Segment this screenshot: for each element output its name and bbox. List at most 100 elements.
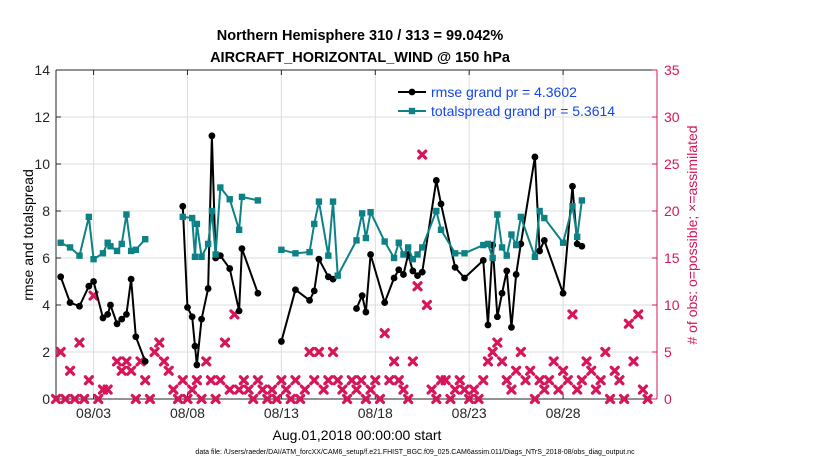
rmse-point (76, 302, 83, 310)
obs-marker (562, 375, 573, 386)
totalspread-point (531, 253, 539, 261)
obs-marker (215, 375, 226, 386)
obs-marker (50, 393, 62, 405)
obs-marker (529, 393, 541, 405)
obs-marker (201, 356, 212, 367)
legend-totalspread-marker (408, 107, 416, 115)
obs-marker (407, 356, 418, 367)
obs-marker (177, 375, 188, 386)
obs-marker (398, 384, 409, 395)
totalspread-point (512, 241, 520, 249)
obs-marker (295, 393, 306, 405)
rmse-point (90, 278, 97, 285)
obs-marker (290, 375, 301, 386)
obs-marker (79, 393, 90, 405)
obs-marker (64, 365, 76, 376)
totalspread-point (85, 213, 93, 221)
totalspread-point (362, 234, 370, 242)
rmse-point (141, 358, 149, 365)
rmse-point (479, 256, 487, 264)
rmse-line (59, 276, 147, 362)
legend-totalspread-label: totalspread grand pr = 5.3614 (431, 103, 615, 119)
y-tick-label-left: 10 (34, 156, 50, 172)
obs-marker (243, 384, 254, 395)
totalspread-point (559, 239, 567, 246)
rmse-point (179, 202, 187, 210)
totalspread-point (461, 250, 468, 257)
totalspread-point (208, 207, 216, 215)
totalspread-point (536, 207, 543, 215)
obs-marker (158, 356, 170, 367)
y-tick-label-right: 30 (664, 109, 680, 125)
totalspread-point (127, 247, 135, 255)
totalspread-point (212, 251, 219, 258)
totalspread-point (578, 197, 586, 204)
totalspread-point (254, 197, 262, 204)
x-axis-label: Aug.01,2018 00:00:00 start (273, 427, 442, 443)
obs-marker (492, 337, 503, 348)
obs-marker (276, 375, 287, 386)
y-tick-label-left: 8 (42, 203, 50, 219)
totalspread-point (292, 250, 299, 257)
rmse-point (353, 305, 360, 312)
obs-marker (496, 356, 508, 367)
obs-marker (126, 365, 137, 376)
totalspread-point (311, 220, 318, 228)
rmse-point (204, 285, 212, 292)
totalspread-point (179, 213, 186, 221)
obs-marker (346, 375, 357, 386)
obs-marker (93, 393, 104, 405)
y-tick-label-left: 6 (42, 250, 50, 266)
obs-marker (187, 384, 198, 395)
y-tick-label-right: 0 (664, 391, 672, 407)
obs-marker (388, 356, 400, 367)
y-tick-label-right: 10 (664, 297, 680, 313)
legend-rmse-label: rmse grand pr = 4.3602 (431, 84, 577, 100)
rmse-point (390, 274, 398, 282)
obs-marker (252, 375, 263, 386)
rmse-point (99, 314, 107, 322)
obs-marker (234, 384, 245, 395)
chart-subtitle: AIRCRAFT_HORIZONTAL_WIND @ 150 hPa (210, 50, 511, 66)
obs-marker (501, 375, 512, 386)
obs-marker (506, 384, 517, 395)
rmse-point (536, 247, 544, 255)
obs-marker (417, 149, 428, 160)
y-tick-label-right: 35 (664, 62, 680, 78)
obs-marker (440, 375, 451, 386)
obs-marker (219, 337, 231, 348)
totalspread-point (329, 198, 337, 205)
y-tick-label-right: 5 (664, 344, 672, 360)
totalspread-point (381, 238, 388, 245)
rmse-point (235, 307, 243, 315)
y-tick-label-right: 15 (664, 250, 680, 266)
rmse-point (198, 315, 205, 323)
rmse-point (503, 267, 511, 275)
rmse-point (381, 299, 389, 307)
totalspread-point (235, 226, 243, 233)
rmse-point (254, 289, 262, 297)
rmse-point (306, 296, 313, 304)
obs-marker (224, 384, 235, 395)
y-tick-label-left: 12 (34, 109, 50, 125)
obs-marker (74, 337, 85, 348)
obs-marker (116, 365, 127, 376)
rmse-point (559, 289, 567, 297)
obs-marker (609, 365, 620, 376)
obs-marker (327, 346, 339, 358)
rmse-point (418, 268, 426, 276)
totalspread-point (508, 231, 515, 238)
totalspread-point (118, 240, 125, 248)
obs-marker (403, 393, 414, 405)
obs-marker (318, 384, 329, 395)
totalspread-point (569, 203, 576, 210)
obs-marker (590, 384, 602, 395)
obs-marker (299, 384, 310, 395)
rmse-point (437, 200, 445, 208)
obs-marker (600, 346, 611, 358)
x-tick-label: 08/23 (452, 405, 487, 421)
totalspread-point (414, 251, 421, 258)
totalspread-point (198, 253, 205, 261)
y-tick-label-left: 2 (42, 344, 50, 360)
